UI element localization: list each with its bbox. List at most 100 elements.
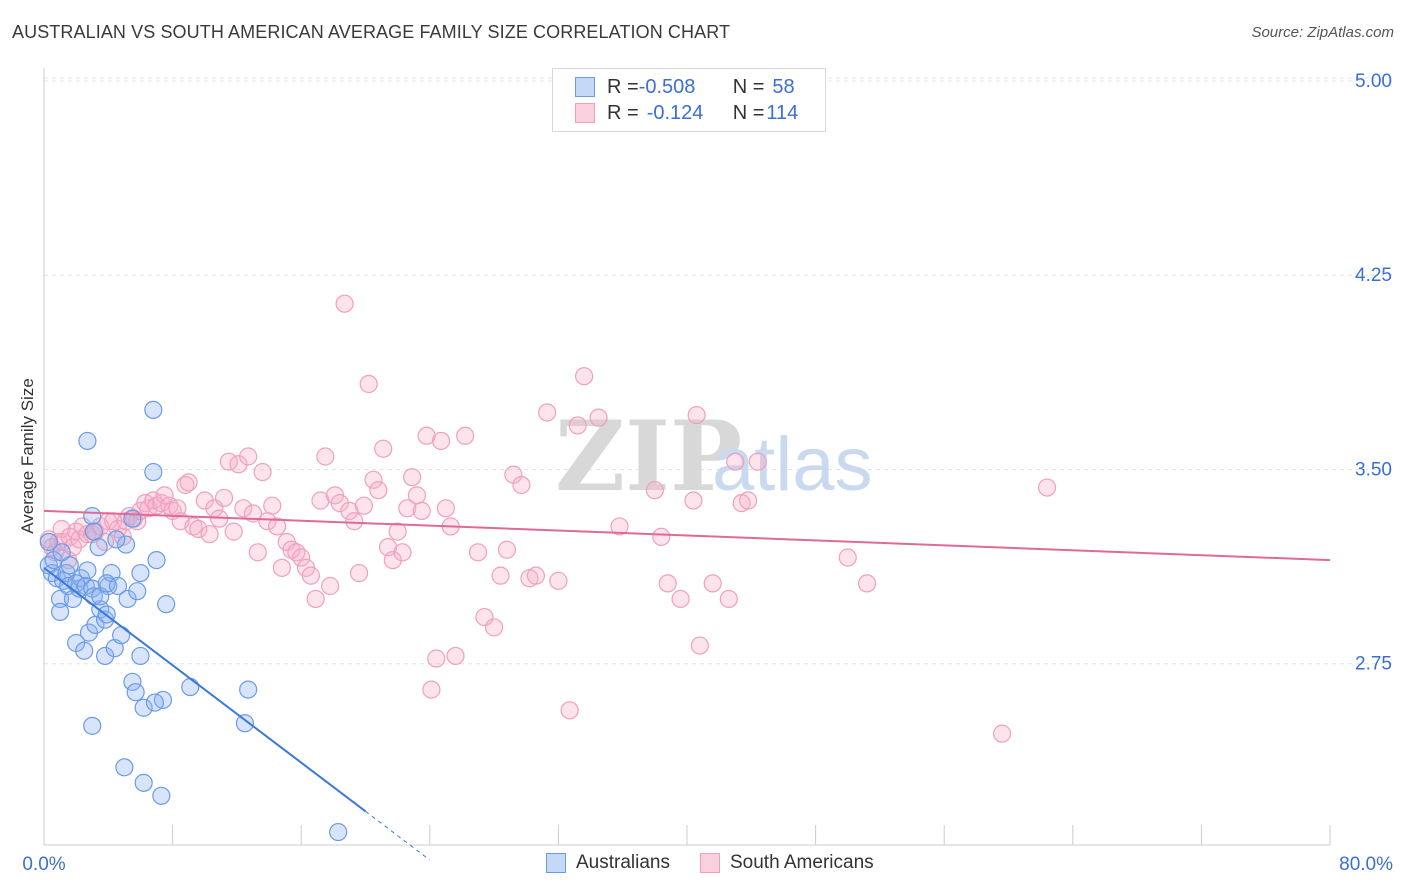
legend-swatch-blue	[575, 77, 595, 97]
watermark-zip: ZIP	[555, 400, 742, 513]
legend-swatch-pink	[575, 103, 595, 123]
data-point-south-americans	[417, 426, 436, 445]
data-point-south-americans	[263, 496, 282, 515]
data-point-south-americans	[345, 512, 364, 531]
legend-r-value: -0.508	[638, 75, 696, 98]
legend-row-south-americans: R = -0.124 N = 114	[575, 100, 798, 126]
data-point-south-americans	[652, 527, 671, 546]
data-point-australians	[123, 509, 142, 528]
correlation-legend: R = -0.508 N = 58 R = -0.124 N = 114	[552, 68, 826, 132]
legend-n-label: N =	[732, 101, 765, 124]
data-point-south-americans	[726, 452, 745, 471]
x-tick-label: 0.0%	[22, 854, 65, 875]
legend-n-value: 58	[772, 75, 795, 98]
data-point-australians	[83, 716, 102, 735]
source-label: Source: ZipAtlas.com	[1251, 24, 1394, 41]
watermark: ZIP atlas	[555, 400, 873, 513]
y-axis-label: Average Family Size	[18, 378, 37, 534]
y-tick-label: 5.00	[1355, 71, 1392, 92]
data-point-south-americans	[316, 447, 335, 466]
legend-row-australians: R = -0.508 N = 58	[575, 74, 795, 100]
data-point-australians	[116, 535, 136, 554]
data-point-australians	[235, 714, 255, 733]
data-point-south-americans	[229, 455, 248, 474]
grid-lines	[44, 77, 1392, 665]
data-point-south-americans	[1037, 478, 1057, 497]
data-point-south-americans	[214, 488, 234, 508]
data-point-south-americans	[403, 468, 422, 487]
data-point-south-americans	[610, 517, 629, 536]
data-point-south-americans	[340, 501, 359, 520]
data-point-south-americans	[687, 405, 706, 425]
data-point-south-americans	[354, 496, 373, 515]
data-point-south-americans	[369, 481, 388, 500]
series-legend: Australians South Americans	[546, 852, 904, 874]
data-point-south-americans	[703, 574, 722, 593]
data-point-south-americans	[690, 636, 709, 655]
legend-swatch-pink	[700, 853, 720, 873]
data-point-australians	[144, 462, 163, 482]
data-point-south-americans	[526, 566, 545, 585]
data-point-australians	[115, 758, 134, 777]
data-point-australians	[118, 589, 137, 609]
data-point-australians	[157, 595, 176, 614]
data-point-australians	[329, 822, 348, 842]
data-point-south-americans	[485, 618, 504, 637]
data-point-south-americans	[393, 543, 412, 562]
data-point-south-americans	[468, 543, 488, 562]
data-point-south-americans	[349, 563, 369, 583]
data-point-australians	[126, 683, 145, 702]
data-point-australians	[60, 556, 79, 575]
trend-line-south-americans	[43, 509, 1331, 562]
data-point-australians	[239, 680, 258, 699]
data-point-south-americans	[560, 701, 579, 720]
data-point-australians	[145, 693, 165, 712]
data-point-australians	[95, 646, 115, 666]
data-point-south-americans	[738, 491, 758, 510]
data-point-south-americans	[456, 426, 475, 445]
data-point-australians	[78, 561, 97, 580]
data-point-australians	[39, 532, 58, 552]
data-point-south-americans	[431, 431, 451, 451]
data-point-south-americans	[684, 491, 703, 510]
legend-r-label: R =	[607, 101, 639, 124]
data-point-south-americans	[538, 403, 557, 422]
data-point-south-americans	[497, 540, 517, 559]
legend-r-value: -0.124	[646, 101, 704, 124]
legend-item-south-americans: South Americans	[700, 852, 874, 874]
data-point-south-americans	[838, 548, 857, 567]
data-point-south-americans	[195, 491, 214, 510]
data-point-south-americans	[184, 517, 203, 536]
watermark-atlas: atlas	[712, 422, 873, 507]
data-point-south-americans	[719, 589, 738, 609]
data-point-australians	[112, 626, 131, 645]
legend-label-south-americans: South Americans	[730, 852, 874, 873]
data-point-south-americans	[155, 486, 174, 505]
y-tick-label: 3.50	[1355, 459, 1392, 480]
data-point-south-americans	[234, 499, 253, 518]
data-point-australians	[89, 538, 108, 557]
data-point-south-americans	[422, 680, 441, 699]
data-point-south-americans	[992, 724, 1012, 743]
data-point-australians	[123, 672, 142, 691]
trend-line-australians	[43, 567, 367, 813]
data-point-australians	[152, 786, 171, 805]
data-point-south-americans	[292, 548, 311, 567]
data-point-south-americans	[857, 574, 877, 593]
series-south-americans	[39, 294, 1057, 743]
trend-lines	[43, 509, 1331, 861]
data-point-australians	[131, 646, 150, 666]
chart-title: AUSTRALIAN VS SOUTH AMERICAN AVERAGE FAM…	[12, 22, 731, 42]
data-point-south-americans	[301, 566, 320, 585]
legend-item-australians: Australians	[546, 852, 670, 874]
data-point-australians	[84, 522, 103, 541]
data-point-south-americans	[267, 517, 287, 536]
data-point-australians	[78, 431, 97, 451]
data-point-australians	[134, 773, 153, 792]
legend-r-label: R =	[607, 75, 639, 98]
data-point-south-americans	[224, 522, 243, 541]
data-point-australians	[144, 400, 163, 419]
data-point-south-americans	[658, 574, 677, 593]
data-point-australians	[50, 602, 70, 622]
